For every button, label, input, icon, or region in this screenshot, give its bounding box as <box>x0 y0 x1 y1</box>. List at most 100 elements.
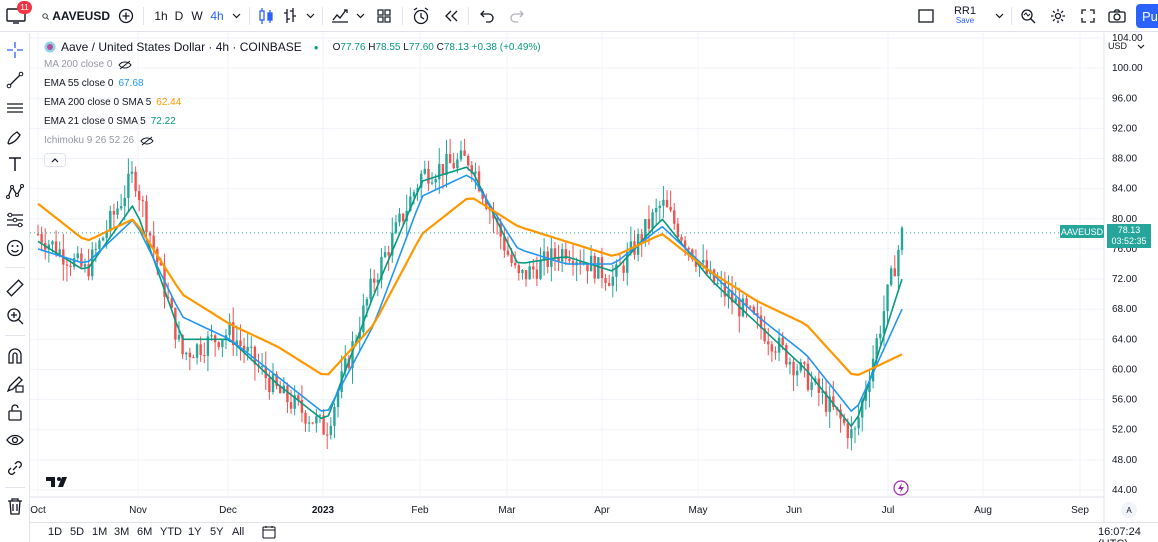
emoji-icon[interactable] <box>2 235 28 261</box>
range-5d[interactable]: 5D <box>70 526 85 538</box>
trend-line-icon[interactable] <box>2 67 28 93</box>
link-icon[interactable] <box>2 455 28 481</box>
range-1y[interactable]: 1Y <box>188 526 202 538</box>
quick-search-icon[interactable] <box>1017 0 1039 32</box>
layout-name: RR1 <box>953 5 976 17</box>
indicator-ema200[interactable]: EMA 200 close 0 SMA 5 62.44 <box>44 97 182 108</box>
chart-menu-icon[interactable] <box>4 0 28 32</box>
candle-body <box>80 253 83 267</box>
ruler-icon[interactable] <box>2 275 28 301</box>
range-5y[interactable]: 5Y <box>210 526 224 538</box>
interval-dropdown-chevron-icon[interactable] <box>229 0 243 32</box>
candle-body <box>101 237 105 241</box>
range-all[interactable]: All <box>232 526 245 538</box>
candle-body <box>318 415 322 417</box>
indicator-ichimoku[interactable]: Ichimoku 9 26 52 26 <box>44 135 154 146</box>
candle-body <box>409 196 412 211</box>
indicator-ema21[interactable]: EMA 21 close 0 SMA 5 72.22 <box>44 116 176 127</box>
candle-body <box>579 261 582 265</box>
lock-pencil-icon[interactable] <box>2 371 28 397</box>
indicator-ema55[interactable]: EMA 55 close 0 67.68 <box>44 78 144 89</box>
layout-save-button[interactable]: RR1 Save <box>947 0 983 32</box>
eye-icon[interactable] <box>2 427 28 453</box>
candle-body <box>69 265 72 267</box>
replay-rewind-icon[interactable] <box>440 0 462 32</box>
candle-body <box>47 244 51 250</box>
horizontal-lines-icon[interactable] <box>2 95 28 121</box>
price-tick-label: 96.00 <box>1112 93 1137 104</box>
text-tool-icon[interactable] <box>2 151 28 177</box>
auto-scale-button[interactable]: A <box>1121 502 1137 518</box>
candle-body <box>810 382 813 390</box>
range-1d[interactable]: 1D <box>48 526 63 538</box>
candle-body <box>792 361 795 376</box>
candle-body <box>629 241 633 253</box>
indicators-bars-icon[interactable] <box>279 0 301 32</box>
lightning-event-icon[interactable] <box>893 480 909 496</box>
candle-body <box>893 268 896 277</box>
candle-body <box>853 428 857 430</box>
redo-icon[interactable] <box>506 0 528 32</box>
candle-body <box>770 344 774 352</box>
price-axis[interactable]: 104.00 100.00 96.00 92.00 88.00 84.00 80.00 76.… <box>1112 33 1143 496</box>
candle-body <box>868 381 871 393</box>
candle-body <box>795 370 799 376</box>
indicator-ma200[interactable]: MA 200 close 0 <box>44 59 133 70</box>
indicator-line <box>37 197 903 376</box>
candle-body <box>644 219 647 242</box>
range-3m[interactable]: 3M <box>114 526 130 538</box>
settings-gear-icon[interactable] <box>1047 0 1069 32</box>
candle-body <box>297 395 300 401</box>
interval-4h[interactable]: 4h <box>210 9 224 23</box>
crosshair-icon[interactable] <box>2 37 28 63</box>
date-range-calendar-icon[interactable] <box>262 525 276 542</box>
fullscreen-select-icon[interactable] <box>915 0 937 32</box>
candles-chart-type-icon[interactable] <box>255 0 277 32</box>
hidden-eye-icon[interactable] <box>140 136 154 146</box>
indicators-icon[interactable] <box>328 0 352 32</box>
layout-chevron-down-icon[interactable] <box>992 0 1006 32</box>
legend-collapse-button[interactable] <box>44 153 66 167</box>
magnet-icon[interactable] <box>2 343 28 369</box>
tradingview-logo-icon <box>46 476 70 491</box>
chart-type-chevron-icon[interactable] <box>303 0 317 32</box>
time-tick-label: May <box>689 505 708 516</box>
alert-clock-icon[interactable] <box>410 0 432 32</box>
lock-icon[interactable] <box>2 399 28 425</box>
currency-selector[interactable]: USD <box>1108 38 1148 54</box>
indicators-chevron-icon[interactable] <box>353 0 367 32</box>
currency-chevron-down-icon <box>1137 44 1145 49</box>
candle-body <box>253 346 257 365</box>
candle-body <box>568 258 571 261</box>
fullscreen-icon[interactable] <box>1077 0 1099 32</box>
prediction-tool-icon[interactable] <box>2 207 28 233</box>
price-tick-label: 104.00 <box>1112 33 1143 44</box>
compare-symbol-button[interactable] <box>116 0 136 32</box>
time-axis[interactable]: Oct Nov Dec 2023 Feb Mar Apr May Jun Jul Aug Sep <box>30 505 1089 516</box>
layout-grid-icon[interactable] <box>373 0 395 32</box>
legend-symbol-row[interactable]: Aave / United States Dollar · 4h · COINB… <box>44 40 541 54</box>
publish-button[interactable]: Pu <box>1136 4 1158 28</box>
pattern-tool-icon[interactable] <box>2 179 28 205</box>
candle-body <box>615 264 618 277</box>
range-1m[interactable]: 1M <box>92 526 108 538</box>
range-ytd[interactable]: YTD <box>160 526 182 538</box>
candle-body <box>279 386 282 394</box>
hidden-eye-icon[interactable] <box>118 60 133 70</box>
candle-body <box>401 213 405 222</box>
trash-icon[interactable] <box>2 493 28 519</box>
candle-body <box>188 352 192 358</box>
candle-body <box>864 392 868 401</box>
interval-1h[interactable]: 1h <box>154 9 168 23</box>
utc-clock[interactable]: 16:07:24 (UTC) <box>1098 526 1141 542</box>
symbol-search-button[interactable]: AAVEUSD <box>42 0 110 32</box>
zoom-in-icon[interactable] <box>2 303 28 329</box>
interval-w[interactable]: W <box>191 9 203 23</box>
range-6m[interactable]: 6M <box>137 526 153 538</box>
interval-d[interactable]: D <box>174 9 184 23</box>
undo-icon[interactable] <box>476 0 498 32</box>
camera-snapshot-icon[interactable] <box>1106 0 1128 32</box>
candle-body <box>752 306 755 314</box>
brush-icon[interactable] <box>2 123 28 149</box>
